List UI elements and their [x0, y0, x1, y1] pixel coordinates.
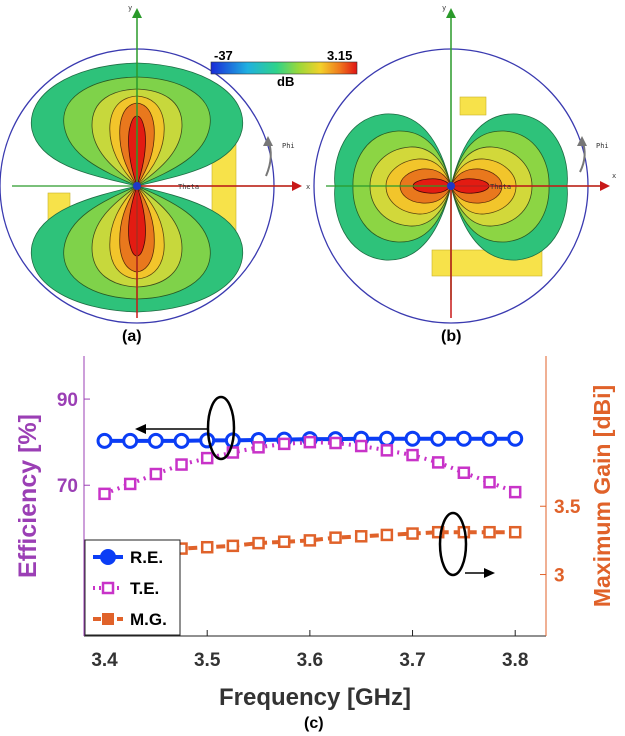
point-te — [175, 458, 188, 471]
colorbar-gradient — [210, 61, 358, 75]
pattern-a-axis-y-label: y — [128, 4, 132, 12]
point-te — [303, 435, 317, 449]
point-mg — [252, 536, 265, 550]
colorbar-max-label: 3.15 — [327, 48, 352, 63]
point-mg — [508, 525, 522, 539]
right-tick-label: 3 — [554, 566, 565, 587]
point-mg — [406, 527, 419, 540]
legend-label-mg: M.G. — [130, 610, 167, 629]
point-re — [147, 432, 164, 449]
legend-item-re: R.E. — [93, 548, 163, 567]
point-te — [380, 444, 394, 457]
legend-item-te: T.E. — [93, 579, 159, 598]
caption-b: (b) — [441, 328, 461, 345]
annotation-ellipse-efficiency — [206, 395, 236, 461]
pattern-a-phi-label: Phi — [282, 142, 295, 150]
point-te — [277, 437, 291, 451]
legend-label-re: R.E. — [130, 548, 163, 567]
point-te — [354, 439, 368, 453]
point-re — [455, 430, 472, 447]
series-line-mg — [104, 530, 516, 556]
point-mg — [226, 539, 240, 553]
caption-a: (a) — [122, 328, 142, 345]
left-y-ticks: 70 90 — [57, 390, 90, 497]
x-axis-label: Frequency [GHz] — [219, 684, 411, 711]
colorbar: -37 3.15 dB — [210, 48, 358, 89]
annotation-arrowhead-left — [135, 424, 146, 434]
pattern-a-origin — [133, 182, 141, 190]
point-re — [173, 432, 190, 449]
point-re — [404, 430, 421, 447]
legend-marker-mg — [102, 613, 114, 625]
colorbar-unit: dB — [277, 74, 294, 89]
point-re — [96, 432, 113, 449]
right-tick-label: 3.5 — [554, 497, 581, 518]
legend-label-te: T.E. — [130, 579, 159, 598]
pattern-a-axis-x-label: x — [306, 183, 310, 191]
point-re — [507, 430, 524, 447]
left-tick-label: 90 — [57, 390, 78, 411]
series-layer — [96, 430, 524, 561]
point-re — [481, 430, 498, 447]
pattern-b-origin — [447, 182, 455, 190]
annotation-ellipse-gain — [438, 511, 468, 577]
pattern-b-x-arrow — [600, 181, 610, 191]
left-axis-label: Efficiency [%] — [14, 414, 42, 578]
point-te — [457, 466, 471, 479]
point-te — [123, 477, 137, 491]
pattern-b-y-arrow — [446, 8, 456, 18]
legend-marker-te — [101, 581, 115, 595]
x-tick-label: 3.8 — [502, 650, 528, 671]
x-tick-label: 3.6 — [297, 650, 323, 671]
point-mg — [277, 535, 291, 549]
point-te — [98, 487, 111, 501]
right-axis-label: Maximum Gain [dBi] — [589, 385, 615, 607]
point-te — [329, 436, 342, 450]
pattern-b-phi-arrow — [577, 136, 587, 146]
x-tick-label: 3.7 — [399, 650, 425, 671]
point-mg — [354, 530, 368, 543]
point-mg — [380, 528, 394, 542]
point-re — [122, 432, 139, 449]
point-mg — [303, 534, 317, 547]
legend-marker-re — [100, 549, 116, 565]
point-mg — [483, 525, 496, 539]
right-y-ticks: 33.5 — [540, 497, 581, 587]
point-te — [508, 485, 522, 499]
x-ticks: 3.4 3.5 3.6 3.7 3.8 — [91, 630, 528, 671]
point-te — [483, 475, 496, 489]
pattern-a-phi-arrow — [263, 136, 273, 146]
pattern-a-theta-label: Theta — [178, 183, 199, 191]
pattern-b-axis-x-label: x — [612, 172, 616, 180]
pattern-b-axis-y-label: y — [442, 4, 446, 12]
pattern-b: y x Theta Phi (b) — [313, 4, 616, 345]
pattern-a-y-arrow — [132, 8, 142, 18]
colorbar-min-label: -37 — [214, 48, 233, 63]
pattern-b-phi-label: Phi — [596, 142, 609, 150]
point-te — [200, 451, 214, 465]
x-tick-label: 3.5 — [194, 650, 221, 671]
annotation-arrowhead-right — [484, 568, 495, 578]
point-te — [252, 441, 265, 454]
point-te — [149, 467, 163, 481]
point-mg — [329, 531, 342, 544]
point-re — [378, 430, 395, 447]
pattern-a-x-arrow — [292, 181, 302, 191]
point-mg — [431, 525, 445, 539]
pattern-b-theta-label: Theta — [490, 183, 511, 191]
x-tick-label: 3.4 — [91, 650, 118, 671]
point-te — [406, 448, 419, 462]
legend: R.E. T.E. M.G. — [84, 539, 181, 636]
pattern-b-structure — [459, 96, 487, 116]
point-te — [431, 456, 445, 469]
point-re — [430, 430, 447, 447]
pattern-a: y x Theta Phi (a) — [0, 4, 310, 345]
left-tick-label: 70 — [57, 476, 78, 497]
legend-item-mg: M.G. — [93, 610, 167, 629]
point-mg — [200, 540, 214, 554]
caption-c: (c) — [304, 715, 324, 732]
